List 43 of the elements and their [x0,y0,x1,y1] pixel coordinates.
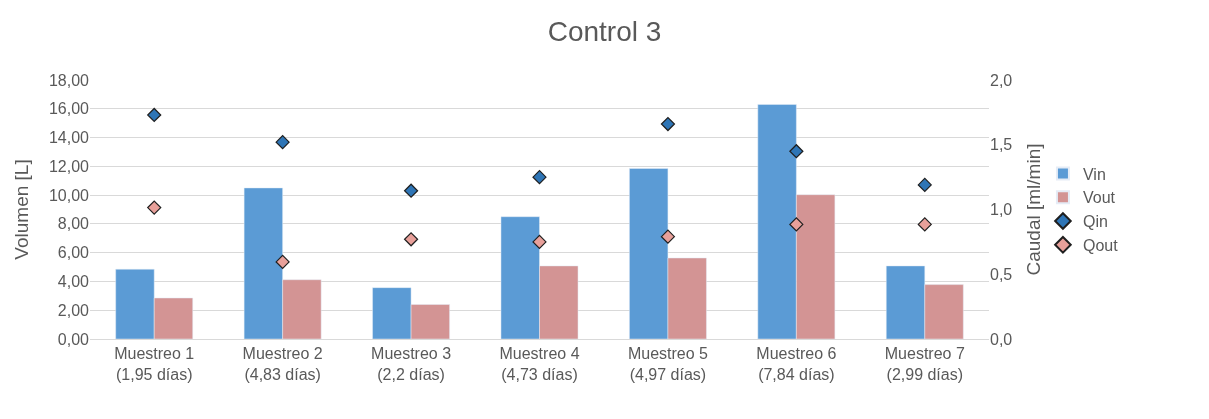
point [275,254,290,270]
y-tick-label: 16,00 [48,100,90,118]
y-tick-label: 14,00 [48,129,90,147]
y2-tick-label: 0,0 [990,330,1013,348]
legend-label: Qout [1082,237,1119,255]
chart-title: Control 3 [547,15,662,47]
y-axis-title: Volumen [L] [10,159,32,260]
x-tick-label: Muestreo 1 (1,95 días) [114,345,195,383]
y-tick-label: 0,00 [57,330,90,348]
point [660,116,676,132]
point [403,183,419,198]
legend-label: Vout [1082,189,1116,207]
y-tick-label: 8,00 [57,215,90,233]
legend-label: Qin [1082,213,1108,231]
y-tick-label: 10,00 [48,186,90,204]
x-tick-label: Muestreo 5 (4,97 días) [627,345,709,383]
y-tick-label: 2,00 [57,301,90,319]
point [917,177,932,192]
point [275,135,290,150]
point [789,144,804,159]
x-tick-label: Muestreo 7 (2,99 días) [884,345,965,383]
point [147,107,162,123]
x-tick-label: Muestreo 2 (4,83 días) [242,345,323,383]
y2-tick-label: 0,5 [990,265,1013,283]
point [532,170,547,185]
legend-label: Vin [1082,165,1106,183]
y2-tick-label: 1,5 [990,136,1013,154]
y2-tick-label: 1,0 [990,201,1013,219]
point [917,217,932,232]
y-tick-label: 4,00 [57,273,90,291]
y-tick-label: 6,00 [57,244,90,262]
point [789,217,804,232]
x-tick-label: Muestreo 6 (7,84 días) [756,345,837,383]
x-tick-label: Muestreo 3 (2,2 días) [371,345,452,383]
y2-axis-title: Caudal [ml/min] [1023,143,1045,276]
y-tick-label: 18,00 [48,71,90,89]
point [147,200,162,215]
x-tick-label: Muestreo 4 (4,73 días) [499,345,580,383]
y-tick-label: 12,00 [48,157,90,175]
y2-tick-label: 2,0 [990,71,1013,89]
point [660,229,676,244]
point [403,232,419,247]
point [532,234,547,249]
